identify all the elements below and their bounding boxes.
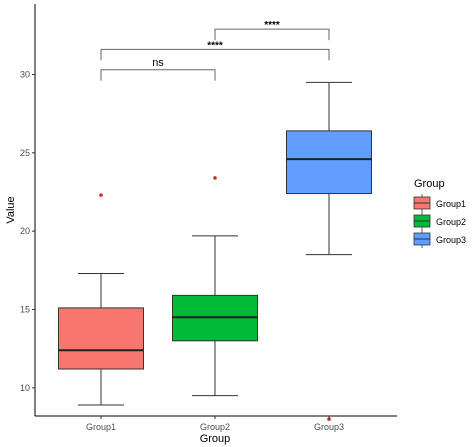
significance-brackets: ns **** **** <box>100 20 330 81</box>
bracket-Group1-Group2: ns <box>100 57 216 81</box>
legend: Group Group1 Group2 Group3 <box>413 178 466 248</box>
iqr-box <box>286 130 372 195</box>
legend-label: Group1 <box>436 199 466 209</box>
x-tick-label: Group1 <box>86 422 116 432</box>
bracket-Group2-Group3: **** <box>214 20 330 41</box>
box-Group1 <box>58 193 144 406</box>
legend-title: Group <box>414 178 445 190</box>
box-Group3 <box>286 81 372 421</box>
outlier-point <box>213 176 217 180</box>
y-tick-label: 10 <box>20 383 30 393</box>
watermark: 知乎 @上海唯那生物 <box>368 420 471 434</box>
bracket-Group1-Group3: **** <box>100 40 330 61</box>
bracket-line <box>100 48 330 61</box>
bracket-line <box>214 28 330 41</box>
outlier-point <box>99 193 103 197</box>
x-tick-label: Group2 <box>200 422 230 432</box>
plot-panel <box>58 81 372 421</box>
significance-label: **** <box>207 40 223 51</box>
legend-label: Group2 <box>436 217 466 227</box>
y-tick-label: 15 <box>20 304 30 314</box>
legend-item-Group1: Group1 <box>413 194 466 212</box>
legend-item-Group3: Group3 <box>413 230 466 248</box>
x-tick-label: Group3 <box>314 422 344 432</box>
box-Group2 <box>172 176 258 397</box>
bracket-line <box>100 69 216 81</box>
iqr-box <box>58 307 144 370</box>
y-tick-label: 20 <box>20 226 30 236</box>
legend-item-Group2: Group2 <box>413 212 466 230</box>
y-tick-label: 30 <box>20 69 30 79</box>
significance-label: ns <box>152 57 164 69</box>
y-axis-title: Value <box>5 196 17 223</box>
legend-label: Group3 <box>436 235 466 245</box>
x-axis-title: Group <box>200 433 231 445</box>
outlier-point <box>327 417 331 421</box>
axes: 10 15 20 25 30 Group1 Group2 Group3 <box>20 4 397 432</box>
y-tick-label: 25 <box>20 148 30 158</box>
significance-label: **** <box>264 20 280 31</box>
